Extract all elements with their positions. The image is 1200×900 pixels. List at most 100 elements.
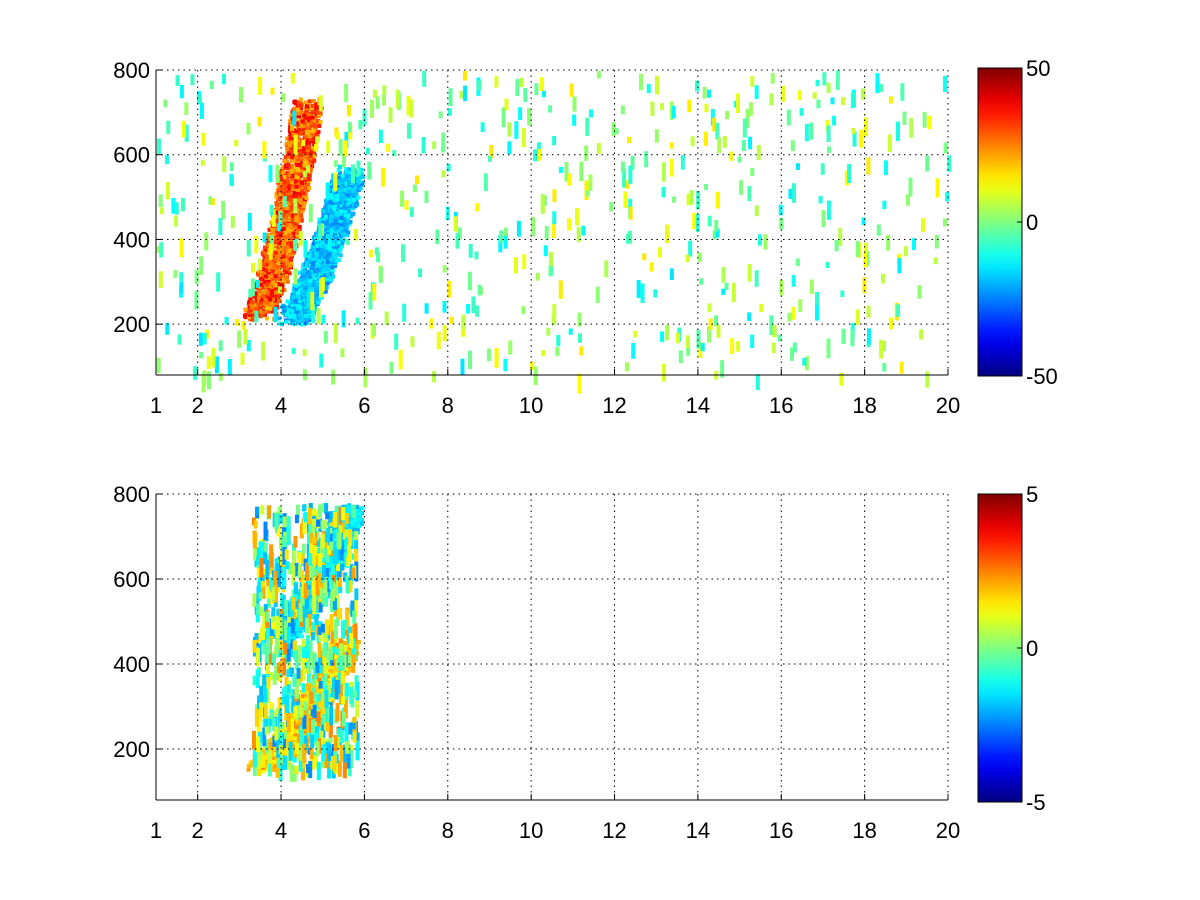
heatmap-cell xyxy=(308,118,313,123)
heatmap-cell xyxy=(927,115,932,130)
heatmap-cell xyxy=(310,103,315,108)
heatmap-cell xyxy=(298,145,303,150)
heatmap-cell xyxy=(386,143,391,152)
heatmap-cell xyxy=(676,332,681,344)
heatmap-cell xyxy=(308,309,313,314)
heatmap-cell xyxy=(942,75,947,93)
heatmap-cell xyxy=(268,260,273,265)
heatmap-cell xyxy=(303,320,308,325)
heatmap-cell xyxy=(291,225,296,230)
heatmap-cell xyxy=(695,80,700,92)
heatmap-cell xyxy=(631,342,636,359)
heatmap-cell xyxy=(755,374,760,390)
heatmap-cell xyxy=(341,205,346,210)
heatmap-cell xyxy=(285,299,290,304)
heatmap-cell xyxy=(284,320,289,325)
heatmap-cell xyxy=(336,258,341,263)
heatmap-cell xyxy=(367,161,372,180)
heatmap-cell xyxy=(297,298,302,303)
heatmap-cell xyxy=(243,315,248,320)
heatmap-cell xyxy=(288,148,293,153)
heatmap-cell xyxy=(263,280,268,285)
heatmap-cell xyxy=(628,165,633,184)
heatmap-cell xyxy=(378,266,383,284)
heatmap-cell xyxy=(275,164,280,184)
heatmap-cell xyxy=(789,347,794,361)
heatmap-cell xyxy=(276,213,281,218)
heatmap-cell xyxy=(534,83,539,96)
heatmap-cell xyxy=(281,278,286,283)
heatmap-cell xyxy=(291,158,296,163)
x-tick-label: 6 xyxy=(358,393,370,418)
heatmap-cell xyxy=(296,111,301,116)
colorbar-tick-label: 50 xyxy=(1026,56,1050,81)
heatmap-cell xyxy=(468,244,473,258)
heatmap-cell xyxy=(821,210,826,228)
heatmap-cell xyxy=(480,122,485,133)
heatmap-cell xyxy=(294,302,299,307)
heatmap-cell xyxy=(552,211,557,225)
heatmap-cell xyxy=(293,287,298,292)
heatmap-cell xyxy=(942,218,947,227)
heatmap-cell xyxy=(347,121,352,133)
heatmap-cell xyxy=(303,185,308,190)
heatmap-cell xyxy=(303,175,308,180)
heatmap-cell xyxy=(275,282,280,287)
heatmap-cell xyxy=(199,352,204,359)
heatmap-cell xyxy=(255,280,260,288)
heatmap-cell xyxy=(884,160,889,176)
heatmap-cell xyxy=(295,306,300,311)
heatmap-cell xyxy=(661,186,666,198)
heatmap-cell xyxy=(935,178,940,198)
heatmap-cell xyxy=(227,359,232,376)
heatmap-cell xyxy=(341,155,346,168)
heatmap-cell xyxy=(275,206,280,211)
heatmap-cell xyxy=(669,158,674,177)
heatmap-cell xyxy=(579,161,584,182)
heatmap-cell xyxy=(271,307,276,312)
heatmap-cell xyxy=(262,254,267,259)
heatmap-cell xyxy=(265,240,270,245)
heatmap-cell xyxy=(876,224,881,236)
heatmap-cell xyxy=(791,275,796,287)
heatmap-cell xyxy=(294,174,299,179)
heatmap-cell xyxy=(313,102,318,107)
heatmap-cell xyxy=(250,300,255,305)
heatmap-cell xyxy=(258,282,263,287)
heatmap-cell xyxy=(267,283,272,288)
heatmap-cell xyxy=(308,134,313,139)
heatmap-cell xyxy=(585,117,590,136)
heatmap-cell xyxy=(240,352,245,365)
heatmap-cell xyxy=(589,109,594,118)
heatmap-cell xyxy=(624,362,629,372)
heatmap-cell xyxy=(271,297,276,302)
heatmap-cell xyxy=(289,254,294,259)
heatmap-cells xyxy=(156,70,952,394)
heatmap-cell xyxy=(305,260,310,265)
heatmap-cell xyxy=(246,240,251,257)
heatmap-cell xyxy=(299,189,304,194)
heatmap-cell xyxy=(282,221,287,226)
heatmap-cell xyxy=(295,170,300,175)
heatmap-cell xyxy=(725,110,730,120)
heatmap-cell xyxy=(273,306,278,323)
heatmap-cell xyxy=(303,183,308,188)
heatmap-cell xyxy=(475,305,480,317)
heatmap-cell xyxy=(314,288,319,293)
heatmap-cell xyxy=(292,231,297,236)
heatmap-cell xyxy=(539,77,544,91)
heatmap-cell xyxy=(642,253,647,261)
heatmap-cell xyxy=(273,250,278,255)
heatmap-cell xyxy=(316,300,321,305)
heatmap-cell xyxy=(165,322,170,335)
heatmap-cell xyxy=(508,340,513,355)
heatmap-cell xyxy=(300,113,305,118)
heatmap-cell xyxy=(460,358,465,375)
heatmap-cell xyxy=(333,221,338,226)
heatmap-cell xyxy=(276,231,281,236)
heatmap-cell xyxy=(281,226,286,231)
heatmap-cell xyxy=(888,96,893,104)
heatmap-cell xyxy=(797,90,802,101)
heatmap-cell xyxy=(206,356,211,370)
